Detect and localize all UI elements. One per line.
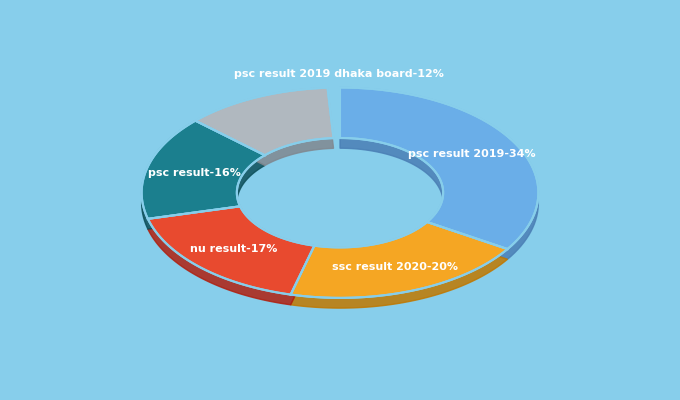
Polygon shape (195, 88, 333, 155)
Text: nu result-17%: nu result-17% (190, 244, 277, 254)
Polygon shape (340, 98, 539, 259)
Polygon shape (290, 232, 507, 308)
Polygon shape (290, 222, 507, 298)
Polygon shape (141, 131, 265, 229)
Text: psc result-16%: psc result-16% (148, 168, 241, 178)
Text: psc result 2019-34%: psc result 2019-34% (408, 149, 536, 159)
Text: psc result 2019 dhaka board-12%: psc result 2019 dhaka board-12% (235, 69, 444, 79)
Text: ssc result 2020-20%: ssc result 2020-20% (333, 262, 458, 272)
Polygon shape (148, 206, 314, 294)
Polygon shape (148, 216, 314, 305)
Polygon shape (141, 121, 265, 219)
Polygon shape (195, 98, 333, 166)
Polygon shape (340, 88, 539, 249)
